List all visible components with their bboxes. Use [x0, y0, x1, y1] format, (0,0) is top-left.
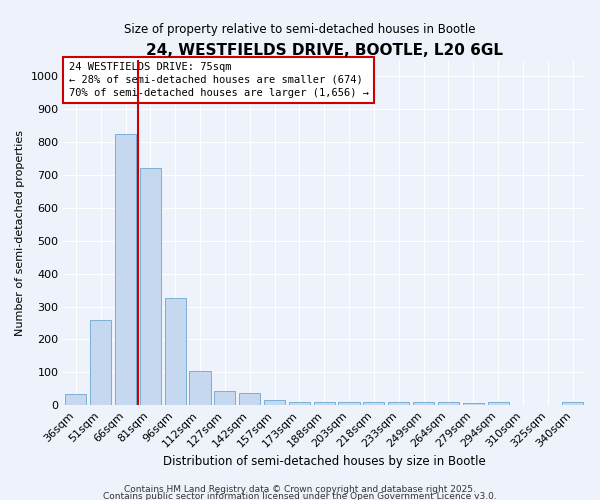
Bar — [239, 393, 260, 405]
Bar — [314, 402, 335, 405]
Bar — [364, 402, 385, 405]
Bar — [289, 402, 310, 405]
Title: 24, WESTFIELDS DRIVE, BOOTLE, L20 6GL: 24, WESTFIELDS DRIVE, BOOTLE, L20 6GL — [146, 42, 503, 58]
Bar — [140, 168, 161, 405]
X-axis label: Distribution of semi-detached houses by size in Bootle: Distribution of semi-detached houses by … — [163, 454, 485, 468]
Bar — [214, 391, 235, 405]
Bar — [164, 298, 186, 405]
Bar — [90, 320, 111, 405]
Bar — [115, 134, 136, 405]
Text: Contains public sector information licensed under the Open Government Licence v3: Contains public sector information licen… — [103, 492, 497, 500]
Text: 24 WESTFIELDS DRIVE: 75sqm
← 28% of semi-detached houses are smaller (674)
70% o: 24 WESTFIELDS DRIVE: 75sqm ← 28% of semi… — [68, 62, 368, 98]
Bar — [438, 402, 459, 405]
Bar — [463, 404, 484, 405]
Y-axis label: Number of semi-detached properties: Number of semi-detached properties — [15, 130, 25, 336]
Bar — [264, 400, 285, 405]
Bar — [338, 402, 359, 405]
Bar — [388, 402, 409, 405]
Bar — [65, 394, 86, 405]
Text: Size of property relative to semi-detached houses in Bootle: Size of property relative to semi-detach… — [124, 22, 476, 36]
Bar — [562, 402, 583, 405]
Text: Contains HM Land Registry data © Crown copyright and database right 2025.: Contains HM Land Registry data © Crown c… — [124, 486, 476, 494]
Bar — [488, 402, 509, 405]
Bar — [413, 402, 434, 405]
Bar — [190, 372, 211, 405]
